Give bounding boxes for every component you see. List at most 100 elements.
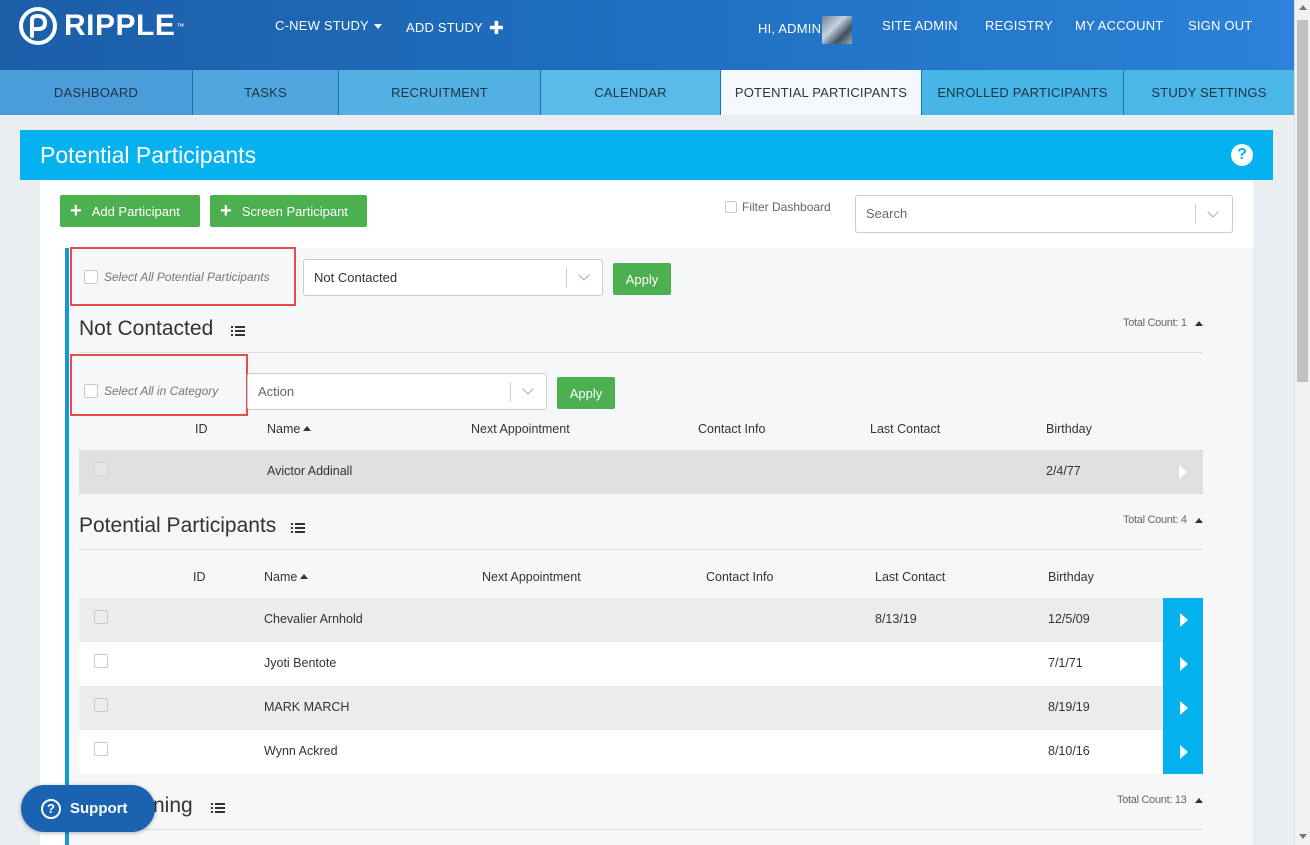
tab-enrolled-participants[interactable]: ENROLLED PARTICIPANTS [922, 70, 1124, 115]
highlight-box [70, 247, 296, 306]
chevron-down-icon[interactable] [522, 383, 534, 395]
collapse-icon [1194, 517, 1203, 523]
ripple-logo[interactable]: RIPPLE ™ [18, 6, 184, 46]
column-header-id: ID [193, 570, 206, 584]
filter-dashboard-label: Filter Dashboard [742, 200, 831, 214]
filter-dashboard-checkbox[interactable] [725, 201, 737, 213]
column-header-name[interactable]: Name [267, 422, 312, 436]
action-dropdown-placeholder: Action [258, 384, 295, 399]
row-checkbox[interactable] [94, 462, 108, 476]
total-count-text: Total Count: 13 [1117, 794, 1187, 806]
table-row[interactable]: Avictor Addinall 2/4/77 [79, 450, 1203, 494]
select-all-potential-label: Select All Potential Participants [104, 270, 270, 284]
page-header: Potential Participants ? [20, 130, 1273, 180]
total-count-screening[interactable]: Total Count: 13 [1117, 794, 1203, 806]
study-selector-dropdown[interactable]: C-NEW STUDY [275, 18, 382, 33]
add-participant-button[interactable]: + Add Participant [60, 195, 200, 227]
scroll-up-icon[interactable] [1299, 5, 1307, 10]
total-count-text: Total Count: 1 [1123, 317, 1187, 329]
select-separator [1195, 204, 1196, 224]
column-header-name[interactable]: Name [264, 570, 309, 584]
row-checkbox[interactable] [94, 654, 108, 668]
section-title-potential-participants: Potential Participants [79, 514, 277, 537]
column-header-next-appointment: Next Appointment [471, 422, 570, 436]
select-all-potential[interactable]: Select All Potential Participants [84, 270, 270, 284]
support-label: Support [70, 800, 128, 817]
view-participant-button[interactable] [1163, 686, 1203, 730]
row-checkbox[interactable] [94, 698, 108, 712]
search-input[interactable] [866, 206, 1186, 221]
select-all-potential-checkbox[interactable] [84, 270, 98, 284]
play-arrow-icon[interactable] [1179, 465, 1187, 479]
participants-content: Select All Potential Participants Not Co… [65, 247, 1253, 845]
participant-name: Jyoti Bentote [264, 656, 337, 670]
row-checkbox[interactable] [94, 742, 108, 756]
avatar[interactable] [822, 16, 852, 44]
tab-potential-participants[interactable]: POTENTIAL PARTICIPANTS [721, 70, 922, 115]
participant-birthday: 2/4/77 [1046, 464, 1081, 478]
scroll-down-icon[interactable] [1299, 834, 1307, 839]
chevron-down-icon[interactable] [578, 269, 590, 281]
scrollbar[interactable] [1294, 0, 1310, 845]
registry-link[interactable]: REGISTRY [985, 18, 1053, 33]
select-all-category[interactable]: Select All in Category [84, 384, 218, 398]
participant-name: MARK MARCH [264, 700, 350, 714]
divider [79, 829, 1203, 830]
status-dropdown[interactable]: Not Contacted [303, 259, 603, 296]
column-header-next-appointment: Next Appointment [482, 570, 581, 584]
collapse-icon [1194, 797, 1203, 803]
chevron-down-icon[interactable] [1207, 206, 1219, 218]
apply-bulk-button[interactable]: Apply [613, 263, 671, 295]
column-header-last-contact: Last Contact [870, 422, 941, 436]
action-dropdown[interactable]: Action [247, 373, 547, 410]
total-count-not-contacted[interactable]: Total Count: 1 [1123, 317, 1203, 329]
support-button[interactable]: ? Support [21, 785, 155, 832]
sign-out-link[interactable]: SIGN OUT [1188, 18, 1253, 33]
tab-dashboard[interactable]: DASHBOARD [0, 70, 193, 115]
help-icon[interactable]: ? [1231, 144, 1253, 166]
collapse-icon [1194, 320, 1203, 326]
tab-calendar[interactable]: CALENDAR [541, 70, 721, 115]
table-row[interactable]: Chevalier Arnhold 8/13/19 12/5/09 [79, 598, 1203, 642]
participant-name: Wynn Ackred [264, 744, 338, 758]
plus-icon: ✚ [488, 18, 505, 38]
top-navbar: RIPPLE ™ C-NEW STUDY ADD STUDY ✚ HI, ADMIN… [0, 0, 1294, 70]
greeting-text: HI, ADMIN [758, 21, 822, 36]
select-all-category-label: Select All in Category [104, 384, 219, 398]
participant-name: Avictor Addinall [267, 464, 353, 478]
tab-recruitment[interactable]: RECRUITMENT [339, 70, 541, 115]
view-participant-button[interactable] [1163, 598, 1203, 642]
add-study-link[interactable]: ADD STUDY ✚ [406, 18, 504, 39]
participant-birthday: 8/19/19 [1048, 700, 1090, 714]
tab-tasks[interactable]: TASKS [193, 70, 339, 115]
table-row[interactable]: Jyoti Bentote 7/1/71 [79, 642, 1203, 686]
select-all-category-checkbox[interactable] [84, 384, 98, 398]
scrollbar-thumb[interactable] [1297, 20, 1308, 382]
column-header-contact-info: Contact Info [698, 422, 766, 436]
screen-participant-label: Screen Participant [241, 203, 348, 219]
row-checkbox[interactable] [94, 610, 108, 624]
column-header-last-contact: Last Contact [875, 570, 946, 584]
participant-birthday: 7/1/71 [1048, 656, 1083, 670]
page-title: Potential Participants [40, 142, 257, 168]
view-participant-button[interactable] [1163, 730, 1203, 774]
my-account-link[interactable]: MY ACCOUNT [1075, 18, 1164, 33]
filter-dashboard-toggle[interactable]: Filter Dashboard [725, 200, 831, 214]
play-arrow-icon [1180, 657, 1188, 671]
list-icon[interactable] [211, 803, 225, 814]
apply-category-button[interactable]: Apply [557, 377, 615, 409]
total-count-potential[interactable]: Total Count: 4 [1123, 514, 1203, 526]
list-icon[interactable] [291, 523, 305, 534]
tab-study-settings[interactable]: STUDY SETTINGS [1124, 70, 1294, 115]
table-row[interactable]: MARK MARCH 8/19/19 [79, 686, 1203, 730]
brand-name: RIPPLE [64, 9, 176, 42]
list-icon[interactable] [231, 326, 245, 337]
study-selector-label: C-NEW STUDY [275, 18, 369, 33]
plus-icon: + [70, 200, 82, 222]
site-admin-link[interactable]: SITE ADMIN [882, 18, 958, 33]
view-participant-button[interactable] [1163, 642, 1203, 686]
search-select[interactable] [855, 195, 1233, 233]
column-header-name-label: Name [264, 570, 298, 584]
table-row[interactable]: Wynn Ackred 8/10/16 [79, 730, 1203, 774]
screen-participant-button[interactable]: + Screen Participant [210, 195, 367, 227]
